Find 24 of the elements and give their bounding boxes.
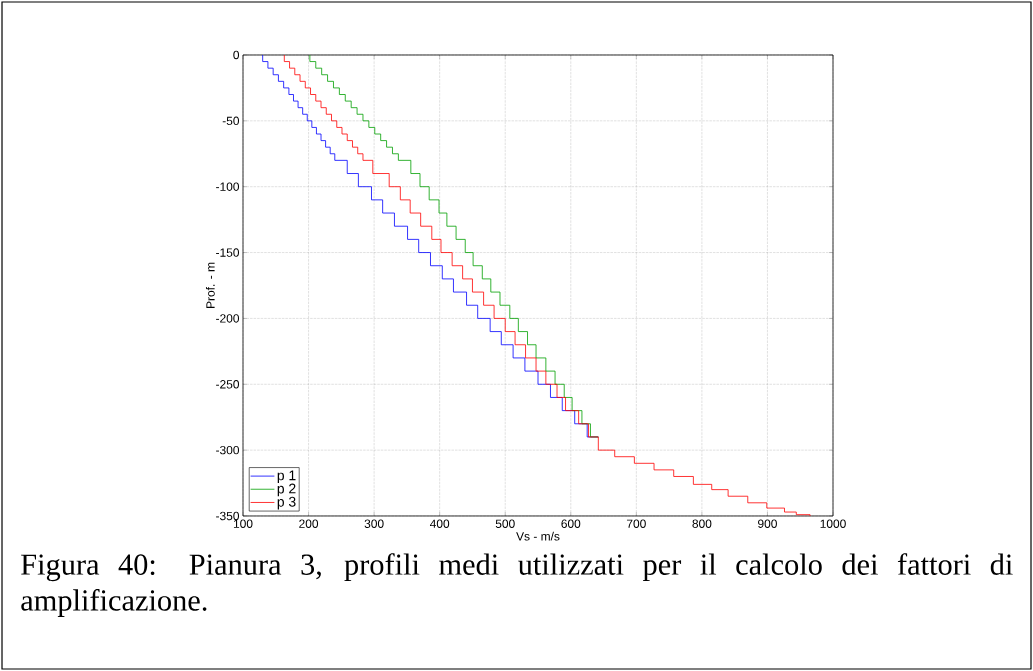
legend-label: p 3 (277, 496, 296, 510)
y-tick-label: -250 (216, 380, 240, 389)
y-tick-label: -300 (216, 445, 240, 455)
y-tick-label: -350 (216, 511, 240, 521)
x-tick-label: 1000 (820, 519, 846, 528)
legend-label: p 2 (277, 483, 296, 497)
y-axis-title: Prof. - m (205, 262, 215, 308)
x-tick-label: 700 (626, 519, 646, 528)
x-tick-label: 900 (758, 519, 777, 528)
x-tick-label: 500 (495, 519, 515, 528)
y-tick-label: -150 (216, 248, 240, 257)
x-tick-label: 600 (561, 519, 581, 528)
x-axis-title: Vs - m/s (516, 531, 560, 541)
legend-label: p 1 (277, 470, 296, 484)
x-tick-label: 400 (429, 519, 450, 528)
y-tick-label: -50 (222, 116, 240, 126)
text: Figura 40: Pianura 3, profili medi utilizzati per il calcolo dei fattori di amplificazione. (21, 553, 1013, 617)
x-tick-label: 100 (233, 519, 253, 528)
x-tick-label: 800 (692, 519, 712, 528)
y-tick-label: -200 (216, 314, 240, 323)
y-tick-label: 0 (233, 50, 240, 60)
x-tick-label: 200 (299, 519, 319, 528)
y-tick-label: -100 (216, 182, 240, 191)
x-tick-label: 300 (364, 519, 384, 528)
